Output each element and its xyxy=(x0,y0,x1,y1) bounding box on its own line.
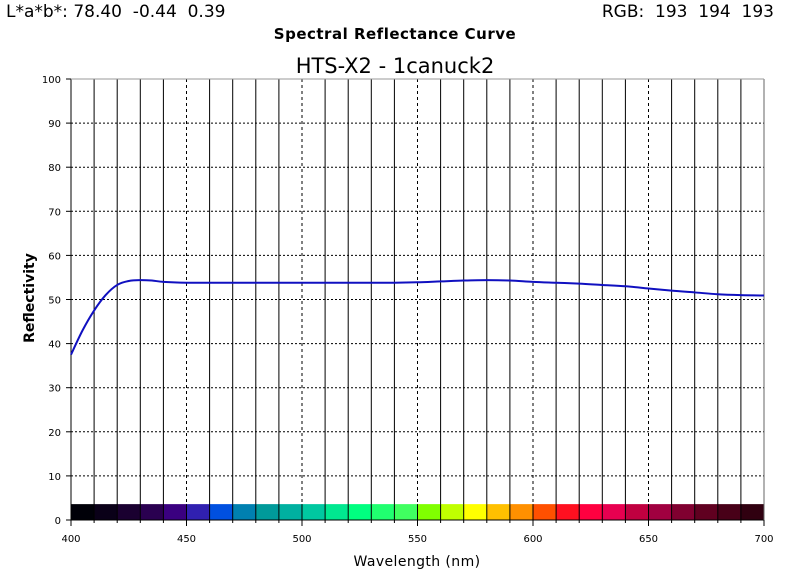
reflectance-series xyxy=(70,279,765,356)
y-tick-label-70: 70 xyxy=(48,207,61,218)
spectrum-swatch-640 xyxy=(625,504,649,520)
y-tick-label-90: 90 xyxy=(48,119,61,130)
spectrum-swatch-610 xyxy=(556,504,580,520)
rgb-readout: RGB: 193 194 193 xyxy=(602,2,774,22)
spectrum-swatch-490 xyxy=(278,504,302,520)
x-tick-label-650: 650 xyxy=(639,534,658,545)
spectrum-swatch-540 xyxy=(394,504,418,520)
y-tick-label-30: 30 xyxy=(48,384,61,395)
x-axis-label: Wavelength (nm) xyxy=(354,554,481,570)
spectrum-band xyxy=(71,504,764,520)
x-tick-label-500: 500 xyxy=(292,534,311,545)
y-tick-label-100: 100 xyxy=(42,75,61,86)
y-tick-label-80: 80 xyxy=(48,163,61,174)
x-tick-label-700: 700 xyxy=(754,534,773,545)
chart-subtitle: HTS-X2 - 1canuck2 xyxy=(296,54,495,78)
y-tick-label-50: 50 xyxy=(48,296,61,307)
spectrum-swatch-450 xyxy=(186,504,210,520)
y-tick-label-10: 10 xyxy=(48,472,61,483)
x-tick-label-400: 400 xyxy=(61,534,80,545)
spectrum-swatch-480 xyxy=(255,504,279,520)
grid xyxy=(71,78,764,520)
spectrum-swatch-530 xyxy=(371,504,395,520)
chart-title: Spectral Reflectance Curve xyxy=(274,25,516,43)
spectrum-swatch-630 xyxy=(602,504,626,520)
spectrum-swatch-670 xyxy=(694,504,718,520)
axes: 0 10 20 30 40 50 60 70 80 90 100 400 450 500 550 600 650… xyxy=(42,75,774,545)
y-axis-label: Reflectivity xyxy=(22,253,38,343)
lab-label: L*a*b*: xyxy=(6,2,68,22)
spectrum-swatch-650 xyxy=(648,504,672,520)
y-tick-label-60: 60 xyxy=(48,251,61,262)
y-tick-label-0: 0 xyxy=(55,516,61,527)
spectrum-swatch-570 xyxy=(463,504,487,520)
spectrum-swatch-690 xyxy=(740,504,764,520)
spectrum-swatch-600 xyxy=(533,504,557,520)
spectrum-swatch-420 xyxy=(117,504,141,520)
spectrum-swatch-590 xyxy=(509,504,533,520)
x-tick-label-600: 600 xyxy=(523,534,542,545)
spectrum-swatch-580 xyxy=(486,504,510,520)
y-tick-label-20: 20 xyxy=(48,428,61,439)
spectrum-swatch-510 xyxy=(325,504,349,520)
spectrum-swatch-410 xyxy=(94,504,118,520)
spectrum-swatch-680 xyxy=(717,504,741,520)
spectrum-swatch-620 xyxy=(579,504,603,520)
y-tick-label-40: 40 xyxy=(48,340,61,351)
rgb-values: 193 194 193 xyxy=(655,2,774,22)
x-tick-label-550: 550 xyxy=(408,534,427,545)
spectrum-swatch-460 xyxy=(209,504,233,520)
spectrum-swatch-550 xyxy=(417,504,441,520)
lab-values: 78.40 -0.44 0.39 xyxy=(73,2,226,22)
spectrum-swatch-430 xyxy=(140,504,164,520)
spectrum-swatch-400 xyxy=(71,504,95,520)
x-tick-label-450: 450 xyxy=(177,534,196,545)
spectrum-swatch-500 xyxy=(302,504,326,520)
spectrum-swatch-660 xyxy=(671,504,695,520)
spectrum-swatch-520 xyxy=(348,504,372,520)
spectrum-swatch-560 xyxy=(440,504,464,520)
spectrum-swatch-440 xyxy=(163,504,187,520)
reflectance-line xyxy=(70,279,765,356)
spectrum-swatch-470 xyxy=(232,504,256,520)
lab-readout: L*a*b*: 78.40 -0.44 0.39 xyxy=(6,2,225,22)
rgb-label: RGB: xyxy=(601,2,645,22)
